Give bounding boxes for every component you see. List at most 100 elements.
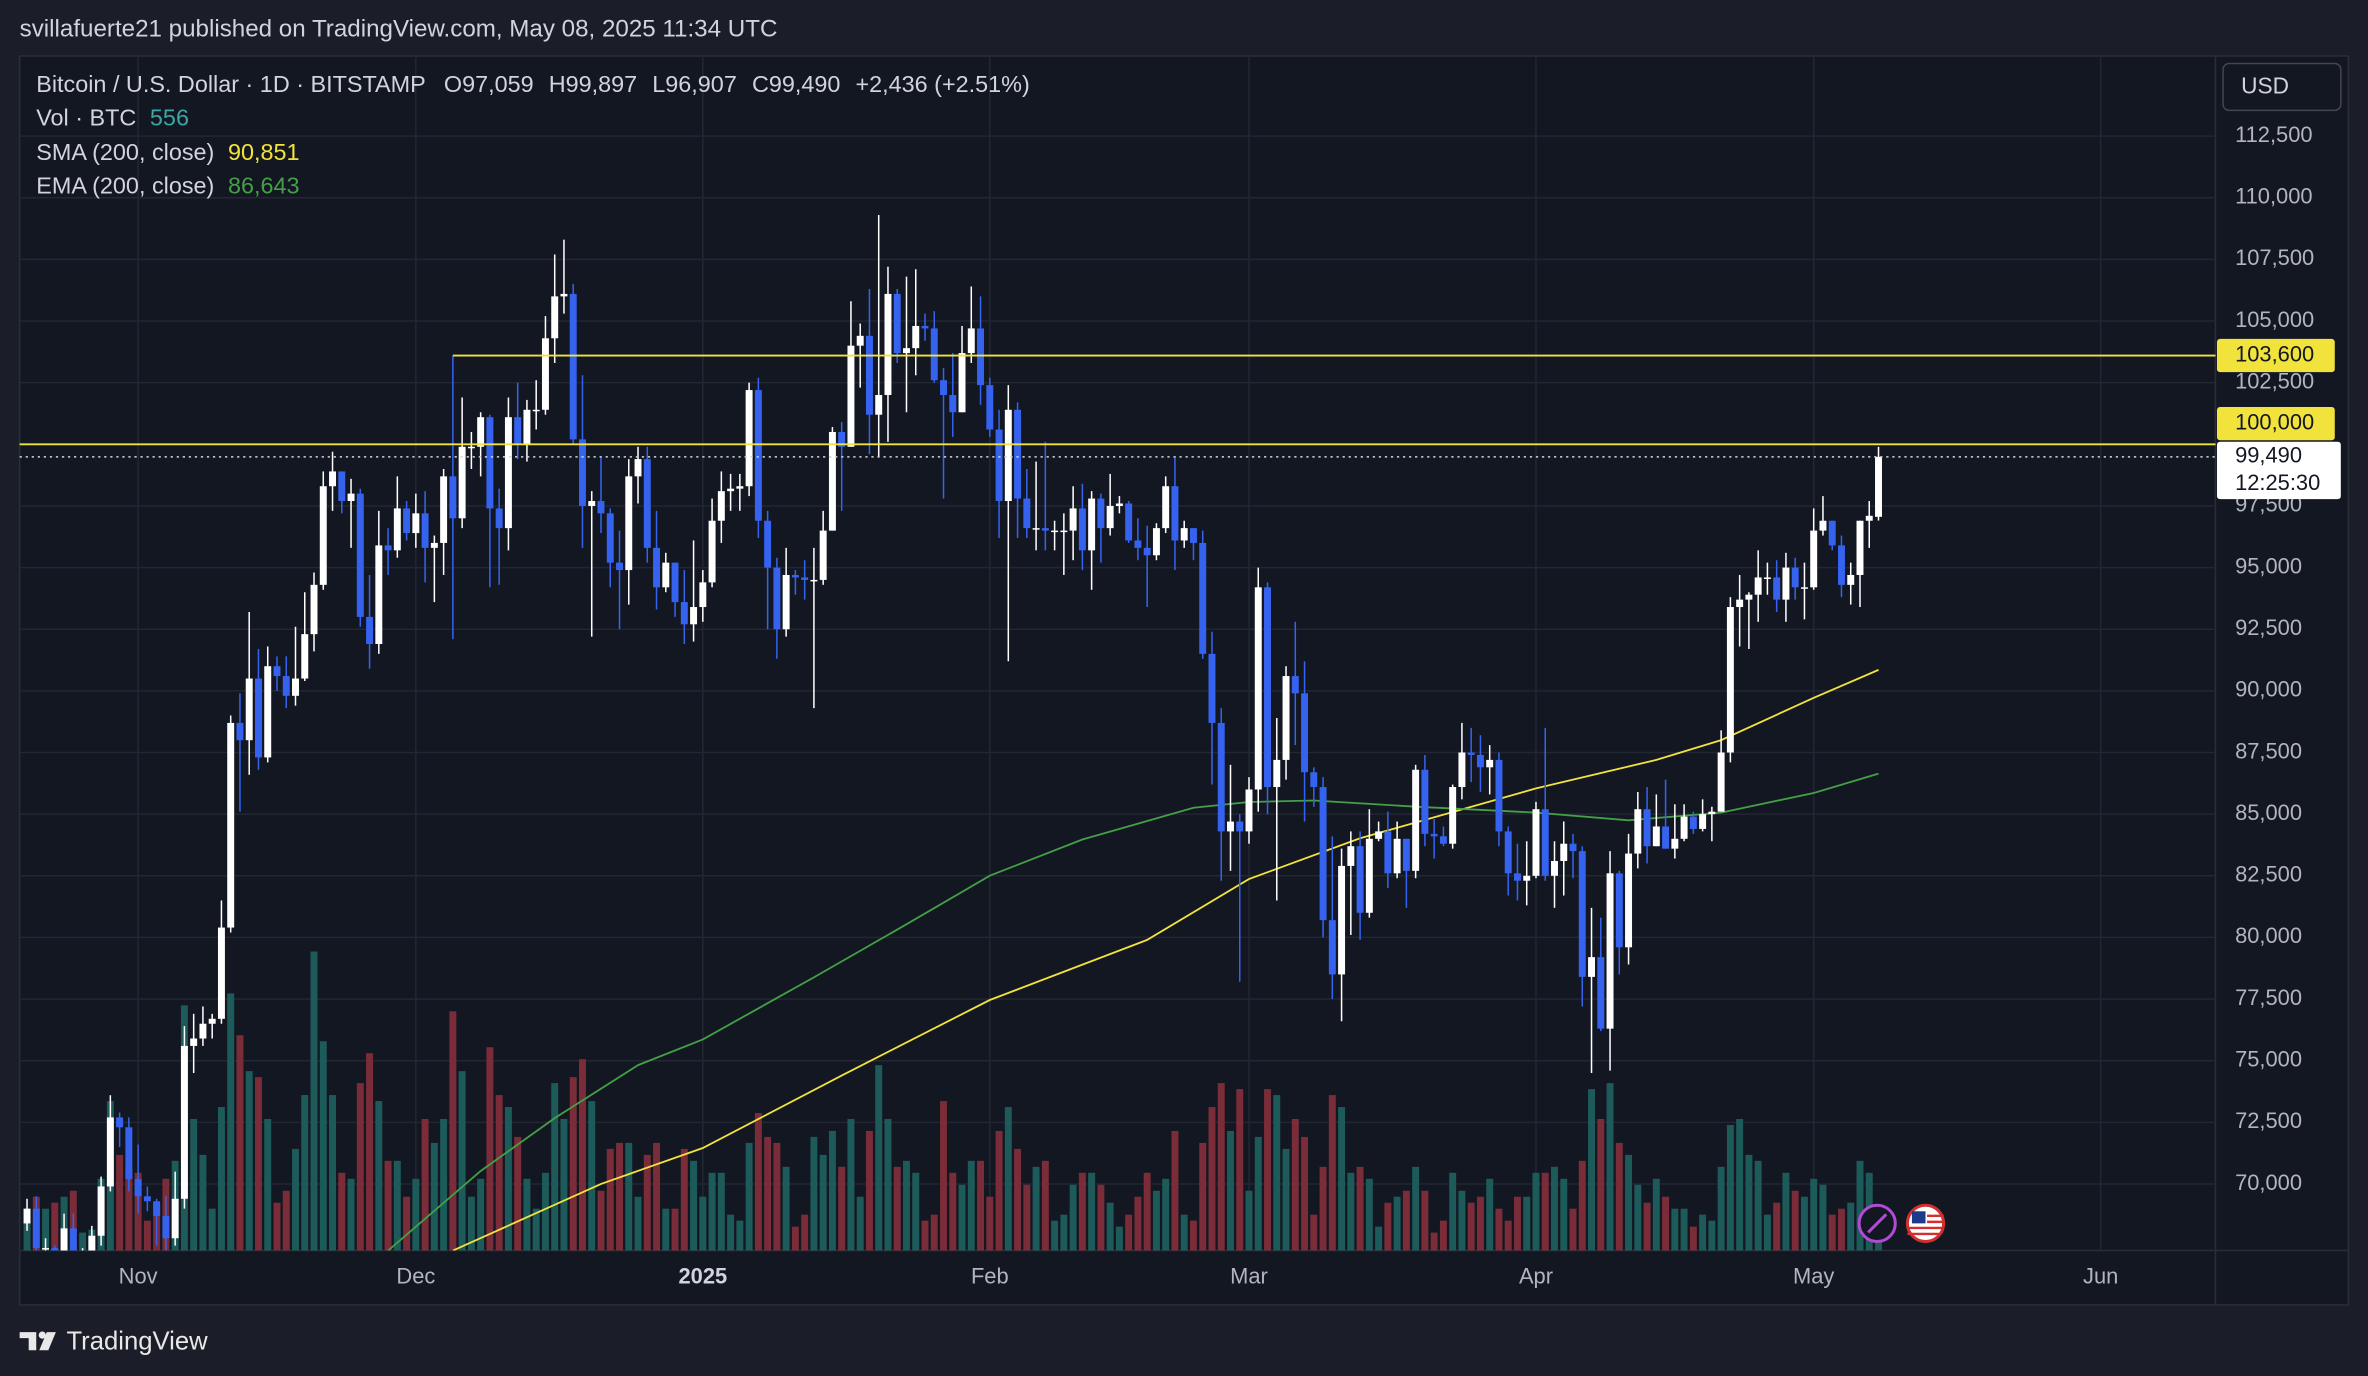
volume-bar (560, 1118, 568, 1251)
y-tick-label: 82,500 (2235, 862, 2302, 887)
volume-bar (227, 993, 235, 1251)
volume-bar (199, 1154, 207, 1251)
volume-bar (217, 1107, 225, 1251)
candle-body (893, 293, 901, 354)
candle-body (1060, 530, 1068, 533)
volume-bar (1375, 1226, 1383, 1251)
candle-body (1467, 752, 1475, 755)
candle-body (1828, 520, 1836, 546)
candle-body (301, 634, 309, 679)
candle-body (1051, 530, 1059, 533)
candle-body (764, 520, 772, 568)
candle-body (1486, 759, 1494, 768)
candle-body (1745, 594, 1753, 600)
ohlc-value: 96,907 (665, 71, 737, 97)
volume-bar (690, 1160, 698, 1251)
currency[interactable]: USD (2241, 73, 2289, 99)
candle-body (1402, 838, 1410, 871)
volume-bar (1625, 1154, 1633, 1251)
volume-bar (847, 1118, 855, 1251)
volume-bar (1060, 1214, 1068, 1251)
candle-body (828, 431, 836, 531)
legend-volume: Vol · BTC 556 (36, 105, 189, 131)
volume-bar (1838, 1208, 1845, 1251)
volume-bar (1236, 1089, 1244, 1251)
volume-bar (1458, 1190, 1466, 1251)
candle-body (217, 927, 225, 1019)
volume-bar (671, 1208, 679, 1251)
volume-bar (514, 1136, 522, 1251)
candle-body (32, 1208, 40, 1249)
candle-body (1504, 831, 1512, 874)
symbol[interactable]: Bitcoin / U.S. Dollar · 1D · BITSTAMP (36, 71, 426, 97)
footer-brand[interactable]: TradingView (66, 1327, 208, 1355)
y-tick-label: 70,000 (2235, 1170, 2302, 1195)
volume-bar (977, 1160, 985, 1251)
volume-bar (1032, 1166, 1040, 1251)
volume-bar (1634, 1184, 1642, 1251)
last-price-label: 99,490 (2235, 443, 2302, 468)
volume-bar (366, 1053, 374, 1251)
candle-body (292, 678, 299, 696)
indicator-name[interactable]: SMA (200, close) (36, 139, 214, 165)
y-tick-label: 80,000 (2235, 923, 2302, 948)
y-tick-label: 95,000 (2235, 553, 2302, 578)
tradingview-logo (19, 1331, 56, 1351)
y-tick-label: 72,500 (2235, 1108, 2302, 1133)
candle-body (736, 486, 744, 489)
volume-bar (1014, 1148, 1022, 1251)
candle-body (912, 325, 920, 349)
candle-body (162, 1216, 170, 1239)
candle-body (1615, 873, 1623, 948)
candle-body (1662, 826, 1670, 849)
candle-body (190, 1038, 198, 1046)
volume-bar (940, 1101, 947, 1251)
indicator-name[interactable]: EMA (200, close) (36, 173, 214, 199)
volume-bar (1541, 1172, 1549, 1251)
candle-body (254, 678, 262, 758)
volume-bar (1282, 1148, 1290, 1251)
volume-bar (1782, 1172, 1790, 1251)
candle-body (541, 338, 549, 410)
volume-bar (1338, 1107, 1346, 1251)
candle-body (745, 390, 753, 487)
candle-body (1838, 545, 1845, 585)
volume-bar (930, 1214, 938, 1251)
legend-sma: SMA (200, close) 90,851 (36, 139, 299, 165)
candle-body (708, 520, 716, 583)
volume-bar (1004, 1107, 1012, 1251)
volume-bar (1791, 1190, 1799, 1251)
volume-bar (1365, 1178, 1373, 1251)
volume-bar (1217, 1083, 1225, 1251)
volume-bar (1439, 1220, 1447, 1251)
volume-bar (310, 951, 318, 1251)
volume-bar (421, 1118, 429, 1251)
ohlc-value: 99,490 (769, 71, 841, 97)
currency-box[interactable] (2222, 62, 2342, 112)
candle-body (1208, 653, 1216, 723)
indicator-value: 556 (150, 105, 189, 131)
volume-bar (569, 1077, 577, 1251)
candle-body (1069, 508, 1077, 531)
volume-bar (745, 1142, 753, 1251)
volume-bar (551, 1083, 559, 1251)
candle-body (310, 584, 318, 635)
candle-body (1458, 752, 1466, 788)
volume-bar (504, 1107, 512, 1251)
candle-body (514, 417, 522, 445)
logo-t (19, 1332, 37, 1351)
volume-bar (1476, 1196, 1484, 1251)
candle-body (986, 385, 994, 430)
candle-body (1023, 498, 1031, 529)
volume-bar (1662, 1196, 1670, 1251)
volume-bar (486, 1047, 494, 1251)
candle-body (801, 577, 809, 580)
candle-body (440, 476, 448, 543)
indicator-value: 90,851 (228, 139, 300, 165)
candle-body (88, 1235, 96, 1251)
volume-bar (1763, 1214, 1771, 1251)
candle-body (1310, 772, 1318, 788)
y-tick-label: 102,500 (2235, 368, 2314, 393)
volume-bar (764, 1136, 772, 1251)
indicator-name[interactable]: Vol · BTC (36, 105, 136, 131)
